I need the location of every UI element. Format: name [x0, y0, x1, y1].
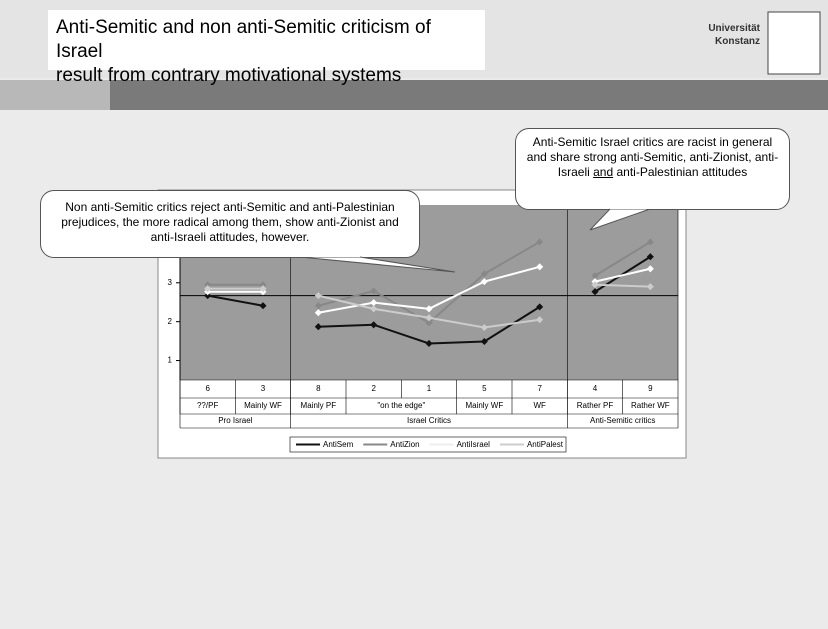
- subcategory-label: Rather WF: [631, 401, 670, 410]
- point: [646, 283, 654, 291]
- group-label: Israel Critics: [407, 416, 451, 425]
- point: [480, 278, 488, 286]
- x-tick-label: 4: [593, 384, 598, 393]
- point: [314, 323, 322, 331]
- point: [480, 270, 488, 278]
- y-tick-label: 2: [168, 317, 173, 326]
- point: [536, 238, 544, 246]
- x-tick-label: 6: [205, 384, 210, 393]
- point: [591, 272, 599, 280]
- point: [259, 302, 267, 310]
- subcategory-label: WF: [533, 401, 546, 410]
- subcategory-label: Rather PF: [577, 401, 614, 410]
- point: [646, 238, 654, 246]
- logo: [767, 11, 821, 75]
- series-line: [594, 267, 651, 283]
- group-label: Pro Israel: [218, 416, 252, 425]
- point: [425, 319, 433, 327]
- x-tick-label: 3: [261, 384, 266, 393]
- callout: Non anti-Semitic critics reject anti-Sem…: [40, 190, 420, 258]
- x-tick-label: 1: [427, 384, 432, 393]
- point: [314, 309, 322, 317]
- university: Universität Konstanz: [660, 22, 760, 48]
- legend-label: AntiIsrael: [457, 440, 491, 449]
- x-tick-label: 7: [537, 384, 542, 393]
- legend-label: AntiPalest: [527, 440, 564, 449]
- title-line: Anti-Semitic and non anti-Semitic critic…: [56, 17, 431, 62]
- header-photo: [0, 80, 110, 110]
- point: [591, 281, 599, 289]
- uni-line: Konstanz: [715, 36, 760, 47]
- legend-label: AntiZion: [390, 440, 419, 449]
- subcategory-label: Mainly WF: [244, 401, 282, 410]
- point: [370, 305, 378, 313]
- y-tick-label: 1: [168, 356, 173, 365]
- point: [425, 314, 433, 322]
- point: [536, 263, 544, 271]
- point: [536, 303, 544, 311]
- x-tick-label: 5: [482, 384, 487, 393]
- group-label: Anti-Semitic critics: [590, 416, 655, 425]
- callout-text: anti-Palestinian attitudes: [613, 165, 748, 179]
- subcategory-label: Mainly PF: [301, 401, 337, 410]
- point: [370, 299, 378, 307]
- point: [370, 321, 378, 329]
- point: [314, 302, 322, 310]
- callout-text: and: [593, 165, 614, 179]
- y-tick-label: 3: [168, 278, 173, 287]
- subcategory-label: "on the edge": [377, 401, 425, 410]
- point: [480, 323, 488, 332]
- point: [370, 287, 378, 295]
- legend-label: AntiSem: [323, 440, 354, 449]
- subcategory-label: Mainly WF: [465, 401, 503, 410]
- point: [204, 281, 212, 289]
- slide-title: Anti-Semitic and non anti-Semitic critic…: [48, 10, 485, 86]
- x-tick-label: 9: [648, 384, 653, 393]
- point: [646, 253, 654, 261]
- point: [480, 337, 488, 346]
- uni-line: Universität: [708, 23, 760, 34]
- callout-text: Anti-Semitic Israel critics are racist i…: [526, 135, 779, 179]
- point: [204, 292, 212, 300]
- series-line: [594, 241, 651, 277]
- series-line: [207, 294, 264, 307]
- point: [536, 316, 544, 324]
- point: [425, 339, 433, 347]
- point: [425, 305, 433, 313]
- x-tick-label: 2: [371, 384, 376, 393]
- point: [314, 292, 322, 300]
- point: [204, 285, 212, 293]
- title-line: result from contrary motivational system…: [56, 65, 402, 86]
- point: [646, 265, 654, 273]
- subcategory-label: ??/PF: [197, 401, 218, 410]
- point: [259, 285, 267, 293]
- header-band: [0, 80, 828, 110]
- callout: Anti-Semitic Israel critics are racist i…: [515, 128, 790, 210]
- x-tick-label: 8: [316, 384, 321, 393]
- point: [259, 281, 267, 289]
- series-line: [594, 283, 651, 288]
- legend-box: [289, 436, 567, 453]
- point: [591, 288, 599, 296]
